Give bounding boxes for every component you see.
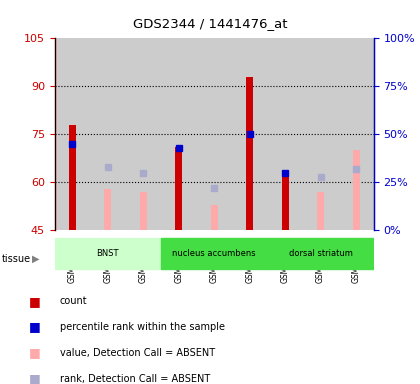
Bar	[303, 38, 339, 230]
Bar	[55, 38, 90, 230]
Bar	[317, 192, 324, 230]
Bar	[339, 38, 374, 230]
Text: ■: ■	[29, 321, 40, 333]
Bar	[161, 38, 197, 230]
Bar	[126, 38, 161, 230]
Bar	[69, 125, 76, 230]
Text: dorsal striatum: dorsal striatum	[289, 249, 352, 258]
Text: nucleus accumbens: nucleus accumbens	[172, 249, 256, 258]
Bar	[211, 205, 218, 230]
Bar	[268, 238, 374, 269]
Text: percentile rank within the sample: percentile rank within the sample	[60, 322, 225, 332]
Text: ■: ■	[29, 372, 40, 384]
Text: GDS2344 / 1441476_at: GDS2344 / 1441476_at	[133, 17, 287, 30]
Text: rank, Detection Call = ABSENT: rank, Detection Call = ABSENT	[60, 374, 210, 384]
Text: ▶: ▶	[32, 254, 39, 264]
Text: BNST: BNST	[97, 249, 119, 258]
Bar	[281, 173, 289, 230]
Bar	[90, 38, 126, 230]
Text: ■: ■	[29, 295, 40, 308]
Text: count: count	[60, 296, 87, 306]
Bar	[197, 38, 232, 230]
Bar	[246, 77, 253, 230]
Bar	[104, 189, 111, 230]
Bar	[55, 238, 161, 269]
Bar	[352, 151, 360, 230]
Bar	[268, 38, 303, 230]
Bar	[175, 147, 182, 230]
Text: tissue: tissue	[2, 254, 31, 264]
Bar	[232, 38, 268, 230]
Bar	[140, 192, 147, 230]
Text: ■: ■	[29, 346, 40, 359]
Bar	[161, 238, 268, 269]
Text: value, Detection Call = ABSENT: value, Detection Call = ABSENT	[60, 348, 215, 358]
